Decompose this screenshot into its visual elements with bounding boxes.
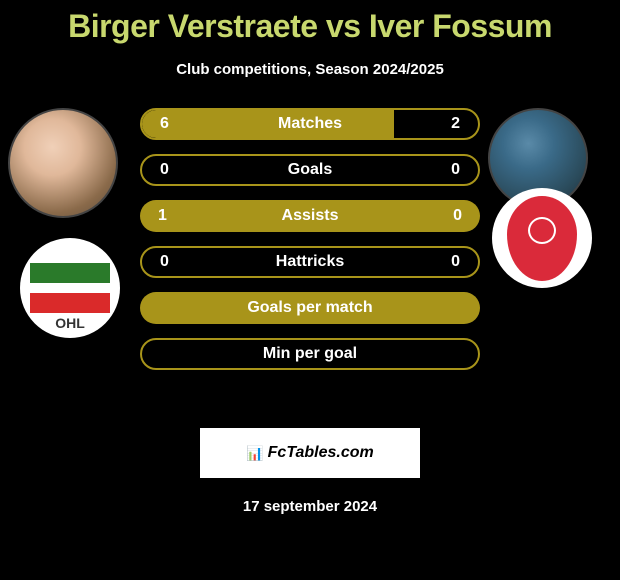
- stat-fill: [142, 110, 394, 138]
- team-left-logo-inner: OHL: [30, 263, 110, 313]
- team-right-logo: [492, 188, 592, 288]
- team-right-logo-inner: [507, 196, 577, 281]
- date-text: 17 september 2024: [0, 498, 620, 515]
- stat-value-left: 0: [160, 161, 169, 179]
- player-left-avatar: [8, 108, 118, 218]
- chart-icon: 📊: [246, 445, 263, 462]
- stat-value-left: 6: [160, 115, 169, 133]
- stat-label: Matches: [278, 115, 342, 133]
- content-area: OHL 6 Matches 2 0 Goals 0 1 Assists: [0, 108, 620, 418]
- stat-label: Goals: [288, 161, 332, 179]
- stat-bar-goals: 0 Goals 0: [140, 154, 480, 186]
- site-logo-banner: 📊 FcTables.com: [200, 428, 420, 478]
- site-logo-text: FcTables.com: [268, 444, 374, 462]
- subtitle: Club competitions, Season 2024/2025: [0, 61, 620, 78]
- stat-bar-assists: 1 Assists 0: [140, 200, 480, 232]
- stat-value-left: 0: [160, 253, 169, 271]
- stat-value-right: 2: [451, 115, 460, 133]
- main-container: Birger Verstraete vs Iver Fossum Club co…: [0, 0, 620, 580]
- stat-value-left: 1: [158, 207, 167, 225]
- stat-bar-goals-per-match: Goals per match: [140, 292, 480, 324]
- stat-bar-min-per-goal: Min per goal: [140, 338, 480, 370]
- stat-bar-matches: 6 Matches 2: [140, 108, 480, 140]
- team-right-logo-circle: [528, 217, 556, 244]
- stat-label: Assists: [282, 207, 339, 225]
- stat-bar-hattricks: 0 Hattricks 0: [140, 246, 480, 278]
- stats-area: 6 Matches 2 0 Goals 0 1 Assists 0 0 Hatt…: [140, 108, 480, 384]
- page-title: Birger Verstraete vs Iver Fossum: [0, 0, 620, 45]
- team-left-abbr: OHL: [55, 315, 85, 331]
- stat-value-right: 0: [453, 207, 462, 225]
- stat-value-right: 0: [451, 161, 460, 179]
- stat-value-right: 0: [451, 253, 460, 271]
- stat-label: Goals per match: [247, 299, 372, 317]
- stat-label: Hattricks: [276, 253, 344, 271]
- team-left-logo: OHL: [20, 238, 120, 338]
- stat-label: Min per goal: [263, 345, 357, 363]
